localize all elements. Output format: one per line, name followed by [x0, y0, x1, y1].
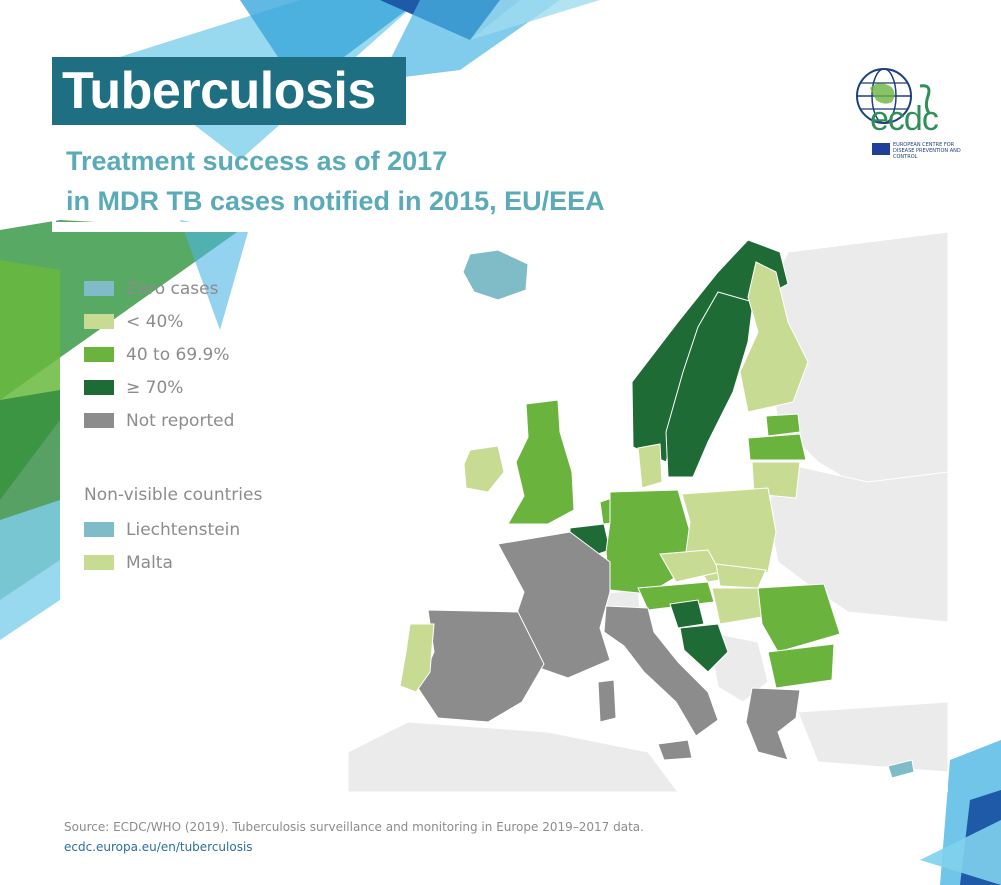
region-cyprus [887, 759, 915, 779]
non-visible-legend: Liechtenstein Malta [84, 513, 240, 579]
region-croatia [679, 623, 729, 673]
source-link[interactable]: ecdc.europa.eu/en/tuberculosis [64, 840, 253, 854]
legend-label: Liechtenstein [126, 519, 241, 540]
legend-swatch [84, 555, 114, 570]
ecdc-globe-icon [856, 68, 932, 124]
source-note: Source: ECDC/WHO (2019). Tuberculosis su… [64, 820, 644, 834]
region-turkey [797, 701, 948, 773]
legend-label: 40 to 69.9% [126, 344, 230, 365]
ecdc-logo-text: ecdc [870, 100, 939, 138]
legend-item-gte70: ≥ 70% [84, 371, 344, 404]
region-portugal [399, 623, 435, 693]
legend-swatch [84, 347, 114, 362]
legend-swatch [84, 314, 114, 329]
legend-item-not-reported: Not reported [84, 404, 344, 437]
subtitle-line-1: Treatment success as of 2017 [66, 146, 448, 176]
legend-label: Zero cases [126, 278, 219, 299]
region-sicily [657, 739, 693, 761]
legend-label: ≥ 70% [126, 377, 184, 398]
non-visible-heading: Non-visible countries [84, 485, 263, 505]
legend-label: Not reported [126, 410, 235, 431]
region-north-africa [348, 721, 679, 792]
region-iceland [462, 249, 529, 301]
legend-item-malta: Malta [84, 546, 240, 579]
legend-swatch [84, 522, 114, 537]
subtitle-line-2: in MDR TB cases notified in 2015, EU/EEA [66, 186, 605, 216]
region-finland [739, 261, 809, 413]
legend-item-liechtenstein: Liechtenstein [84, 513, 240, 546]
legend-item-zero-cases: Zero cases [84, 272, 344, 305]
region-sweden [665, 291, 754, 478]
region-slovenia [669, 599, 705, 629]
legend-swatch [84, 380, 114, 395]
legend-item-40-to-69: 40 to 69.9% [84, 338, 344, 371]
europe-map [348, 232, 948, 792]
region-latvia [747, 433, 807, 461]
region-ireland [463, 445, 505, 493]
legend-swatch [84, 281, 114, 296]
page-subtitle: Treatment success as of 2017 in MDR TB c… [66, 141, 666, 221]
region-italy [603, 605, 719, 737]
legend-item-lt40: < 40% [84, 305, 344, 338]
region-sardinia [597, 679, 617, 723]
region-united-kingdom [507, 399, 575, 525]
legend-label: Malta [126, 552, 173, 573]
map-legend: Zero cases < 40% 40 to 69.9% ≥ 70% Not r… [84, 272, 344, 437]
ecdc-logo-subtitle: EUROPEAN CENTRE FOR DISEASE PREVENTION A… [893, 142, 961, 160]
region-romania [757, 583, 841, 653]
page-title: Tuberculosis [52, 57, 406, 125]
legend-swatch [84, 413, 114, 428]
region-denmark [637, 443, 663, 489]
eu-flag-icon [872, 143, 890, 155]
region-bulgaria [767, 643, 835, 689]
region-greece [745, 687, 801, 761]
region-estonia [765, 413, 801, 437]
legend-label: < 40% [126, 311, 184, 332]
